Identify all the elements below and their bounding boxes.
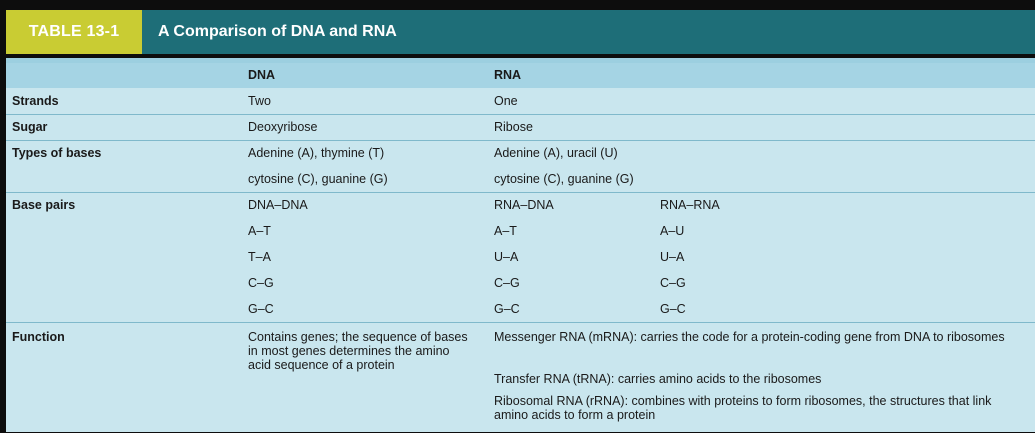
function-rna-trna: Transfer RNA (tRNA): carries amino acids… <box>494 372 822 386</box>
base-pair-rna-rna: A–U <box>660 224 685 238</box>
base-pair-dna-dna: DNA–DNA <box>248 198 308 212</box>
base-pair-rna-rna: RNA–RNA <box>660 198 720 212</box>
function-rna-rrna: Ribosomal RNA (rRNA): combines with prot… <box>494 394 992 422</box>
comparison-table: DNA RNA Strands Two One Sugar Deoxyribos… <box>6 58 1035 432</box>
row-label-bases: Types of bases <box>12 146 102 160</box>
base-pair-rna-dna: A–T <box>494 224 517 238</box>
strands-rna: One <box>494 94 518 108</box>
base-pair-rna-dna: C–G <box>494 276 520 290</box>
bases-rna-line-1: Adenine (A), uracil (U) <box>494 146 618 160</box>
row-label-strands: Strands <box>12 94 59 108</box>
row-label-function: Function <box>12 330 65 344</box>
row-label-sugar: Sugar <box>12 120 48 134</box>
base-pair-dna-dna: A–T <box>248 224 271 238</box>
base-pair-dna-dna: G–C <box>248 302 274 316</box>
sugar-dna: Deoxyribose <box>248 120 318 134</box>
row-divider <box>6 140 1035 141</box>
row-divider <box>6 192 1035 193</box>
function-dna: Contains genes; the sequence of bases in… <box>248 330 468 372</box>
sugar-rna: Ribose <box>494 120 533 134</box>
table-header-bar: TABLE 13-1 A Comparison of DNA and RNA <box>6 10 1035 54</box>
base-pair-rna-rna: C–G <box>660 276 686 290</box>
function-rna-mrna: Messenger RNA (mRNA): carries the code f… <box>494 330 1005 344</box>
base-pair-dna-dna: C–G <box>248 276 274 290</box>
base-pair-rna-rna: U–A <box>660 250 685 264</box>
bases-dna-line-2: cytosine (C), guanine (G) <box>248 172 388 186</box>
strands-dna: Two <box>248 94 271 108</box>
base-pair-rna-rna: G–C <box>660 302 686 316</box>
table-title: A Comparison of DNA and RNA <box>158 23 397 40</box>
row-divider <box>6 114 1035 115</box>
bases-dna-line-1: Adenine (A), thymine (T) <box>248 146 385 160</box>
base-pair-dna-dna: T–A <box>248 250 271 264</box>
table-number-tag: TABLE 13-1 <box>6 10 142 54</box>
base-pair-rna-dna: U–A <box>494 250 519 264</box>
base-pair-rna-dna: RNA–DNA <box>494 198 554 212</box>
row-label-base-pairs: Base pairs <box>12 198 76 212</box>
column-header-row <box>6 63 1035 88</box>
top-stripe <box>6 58 1035 63</box>
column-header-rna: RNA <box>494 68 522 82</box>
base-pair-rna-dna: G–C <box>494 302 520 316</box>
bases-rna-line-2: cytosine (C), guanine (G) <box>494 172 634 186</box>
column-header-dna: DNA <box>248 68 276 82</box>
row-divider <box>6 322 1035 323</box>
